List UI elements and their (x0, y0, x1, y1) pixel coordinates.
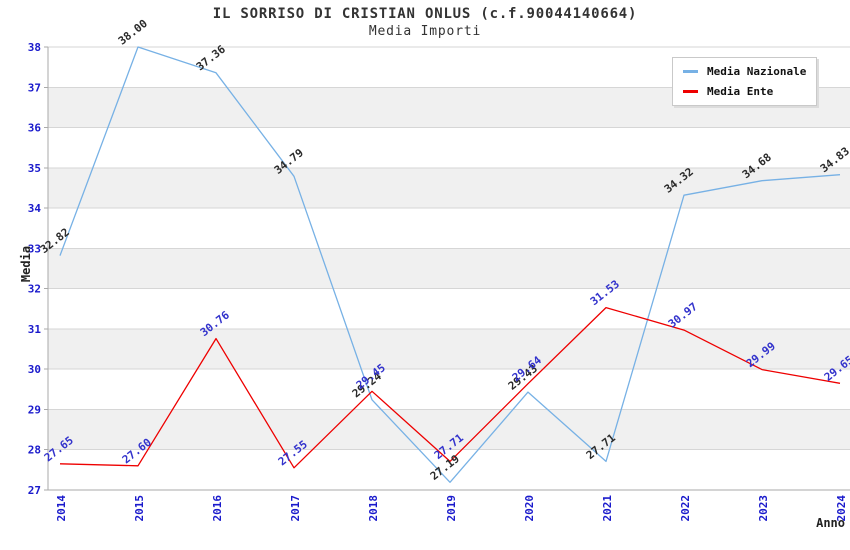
legend-item: Media Ente (683, 85, 806, 98)
chart-title: IL SORRISO DI CRISTIAN ONLUS (c.f.900441… (212, 6, 638, 22)
x-tick-label: 2021 (601, 495, 614, 522)
x-tick-label: 2022 (679, 495, 692, 522)
x-tick-label: 2024 (835, 495, 848, 522)
y-tick-label: 32 (28, 283, 41, 296)
x-tick-label: 2023 (757, 495, 770, 522)
x-tick-label: 2019 (445, 495, 458, 522)
grid-band (48, 248, 850, 289)
x-tick-label: 2016 (211, 495, 224, 522)
y-tick-label: 29 (28, 403, 41, 416)
chart-legend: Media Nazionale Media Ente (672, 57, 818, 106)
y-tick-label: 33 (28, 242, 41, 255)
series-line-media-nazionale (59, 46, 841, 483)
x-tick-label: 2014 (55, 495, 68, 522)
legend-item: Media Nazionale (683, 65, 806, 78)
x-axis-title: Anno (816, 516, 845, 530)
x-tick-label: 2015 (133, 495, 146, 522)
legend-marker-icon (683, 90, 698, 93)
legend-marker-icon (683, 70, 698, 73)
y-axis-title: Media (19, 246, 33, 282)
y-tick-label: 31 (28, 323, 42, 336)
x-tick-label: 2017 (289, 495, 302, 522)
y-tick-label: 36 (28, 122, 42, 135)
chart-subtitle: Media Importi (368, 24, 482, 39)
data-point-label: 38.00 (116, 17, 150, 48)
y-tick-label: 38 (28, 41, 41, 54)
grid-band (48, 409, 850, 450)
x-tick-label: 2018 (367, 495, 380, 522)
y-tick-label: 37 (28, 81, 41, 94)
y-tick-label: 30 (28, 363, 41, 376)
data-point-label: 30.97 (666, 300, 700, 331)
legend-item-label: Media Ente (707, 85, 774, 98)
y-tick-label: 35 (28, 162, 41, 175)
series-line-media-ente (59, 306, 841, 469)
y-tick-label: 28 (28, 444, 41, 457)
legend-item-label: Media Nazionale (707, 65, 807, 78)
y-tick-label: 34 (28, 202, 42, 215)
grid-band (48, 328, 850, 370)
grid-band (48, 167, 850, 209)
y-tick-label: 27 (28, 484, 41, 497)
x-tick-label: 2020 (523, 495, 536, 522)
